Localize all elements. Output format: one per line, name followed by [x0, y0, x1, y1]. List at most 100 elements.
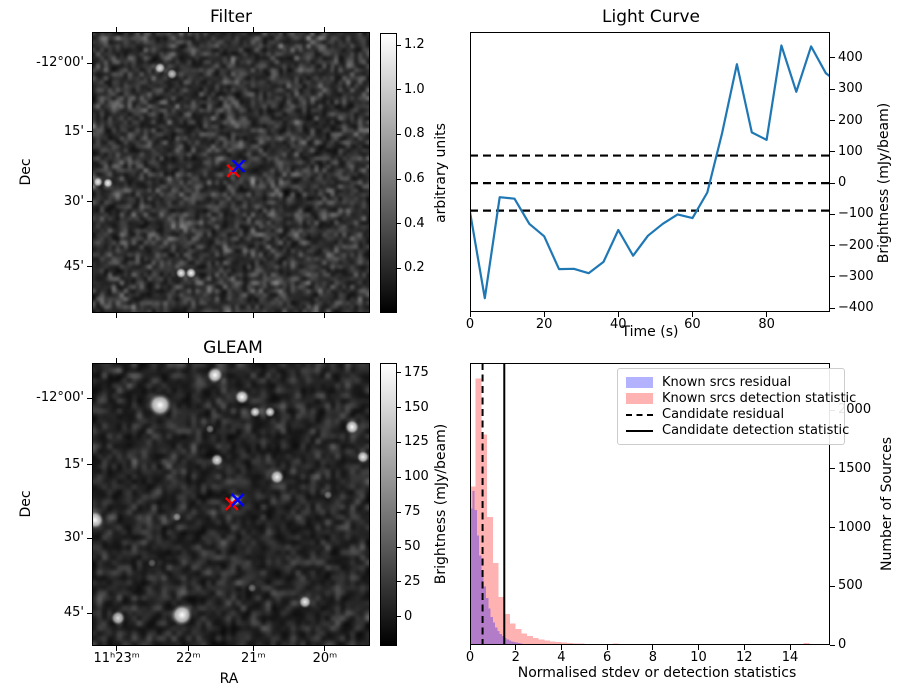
gleam-ylabel: Dec: [18, 490, 34, 518]
histogram-bar: [524, 644, 528, 645]
count-tick-label: 1500: [838, 460, 872, 476]
tick-mark: [87, 131, 92, 133]
stat-tick-label: 10: [690, 650, 707, 665]
tick-mark: [252, 358, 254, 363]
colorbar-tick-label: 0.4: [404, 215, 425, 231]
tick-mark: [252, 646, 254, 651]
brightness-tick-label: 0: [838, 175, 847, 191]
tick-mark: [187, 27, 189, 32]
histogram-bar: [481, 434, 488, 645]
histogram-bar: [492, 622, 496, 645]
ra-tick-label: 20ᵐ: [312, 651, 338, 666]
gleam-colorbar: [380, 363, 397, 646]
colorbar-tick-label: 1.2: [404, 37, 425, 53]
tick-mark: [830, 644, 835, 646]
histogram-bar: [584, 643, 590, 645]
histogram-bar: [476, 535, 480, 645]
colorbar-tick-label: 0: [404, 608, 413, 624]
histogram-bar: [504, 613, 510, 645]
tick-mark: [397, 89, 401, 91]
histogram-bar: [590, 644, 596, 645]
histogram-bar: [502, 636, 505, 645]
histogram-bar: [511, 641, 514, 645]
colorbar-tick-label: 150: [404, 399, 429, 415]
histogram-bar: [624, 643, 630, 645]
tick-mark: [87, 464, 92, 466]
brightness-tick-label: 400: [838, 49, 863, 65]
dec-tick-label: 15': [63, 456, 84, 472]
brightness-tick-label: 100: [838, 143, 863, 159]
histogram-bar: [495, 627, 498, 645]
tick-mark: [116, 358, 118, 363]
dec-tick-label: -12°00': [36, 390, 84, 406]
histogram-bar: [572, 643, 579, 645]
histogram-ylabel: Number of Sources: [879, 436, 895, 572]
dec-tick-label: 45': [63, 258, 84, 274]
tick-mark: [830, 245, 835, 247]
time-tick-label: 60: [684, 317, 701, 332]
tick-mark: [789, 645, 791, 650]
histogram-bar: [529, 644, 532, 645]
stat-tick-label: 2: [511, 650, 520, 665]
ra-tick-label: 22ᵐ: [175, 651, 201, 666]
histogram-bar: [510, 623, 516, 645]
tick-mark: [830, 468, 835, 470]
tick-mark: [397, 267, 401, 269]
tick-mark: [397, 178, 401, 180]
lightcurve-plot: [470, 44, 830, 300]
histogram-bar: [498, 596, 505, 645]
tick-mark: [469, 645, 471, 650]
filter-ylabel: Dec: [18, 158, 34, 186]
tick-mark: [187, 313, 189, 318]
tick-mark: [691, 312, 693, 317]
tick-mark: [830, 151, 835, 153]
time-tick-label: 20: [535, 317, 553, 332]
stat-tick-label: 0: [465, 650, 475, 665]
histogram-bar: [487, 516, 493, 645]
tick-mark: [397, 372, 401, 374]
dec-tick-label: 30': [63, 530, 84, 546]
histogram-xlabel: Normalised stdev or detection statistics: [517, 665, 797, 681]
dec-tick-label: 45': [63, 605, 84, 621]
tick-mark: [397, 616, 401, 618]
tick-mark: [116, 646, 118, 651]
gleam-xlabel: RA: [219, 671, 239, 687]
colorbar-tick-label: 0.2: [404, 260, 425, 276]
tick-mark: [830, 585, 835, 587]
histogram-bar: [544, 640, 550, 645]
tick-mark: [397, 476, 401, 478]
colorbar-tick-label: 125: [404, 434, 429, 450]
filter-source-markers: [226, 159, 246, 178]
colorbar-tick-label: 75: [404, 504, 421, 520]
legend-dashed-line-icon: [626, 413, 653, 416]
histogram-bar: [578, 643, 585, 645]
tick-mark: [515, 645, 517, 650]
histogram-bar: [561, 642, 568, 645]
histogram-bar: [486, 598, 489, 645]
stat-tick-label: 14: [781, 650, 799, 665]
tick-mark: [87, 612, 92, 614]
colorbar-tick-label: 1.0: [404, 81, 425, 97]
tick-mark: [187, 358, 189, 363]
count-tick-label: 0: [838, 637, 847, 652]
brightness-tick-label: 200: [838, 112, 863, 128]
stat-tick-label: 8: [648, 650, 657, 665]
histogram-bar: [499, 633, 502, 645]
histogram-bar: [531, 644, 534, 645]
histogram-bar: [538, 639, 545, 645]
histogram-bar: [506, 639, 509, 645]
legend-label: Candidate residual: [662, 407, 785, 422]
red-x-marker: [224, 497, 239, 511]
histogram-bar: [555, 642, 562, 645]
tick-mark: [252, 27, 254, 32]
histogram-bar: [522, 643, 525, 645]
tick-mark: [830, 182, 835, 184]
legend-item: Known srcs residual: [626, 375, 836, 390]
tick-mark: [324, 27, 326, 32]
tick-mark: [87, 397, 92, 399]
stat-tick-label: 12: [736, 650, 753, 665]
histogram-bar: [490, 616, 493, 645]
filter-title: Filter: [209, 7, 253, 27]
tick-mark: [830, 307, 835, 309]
